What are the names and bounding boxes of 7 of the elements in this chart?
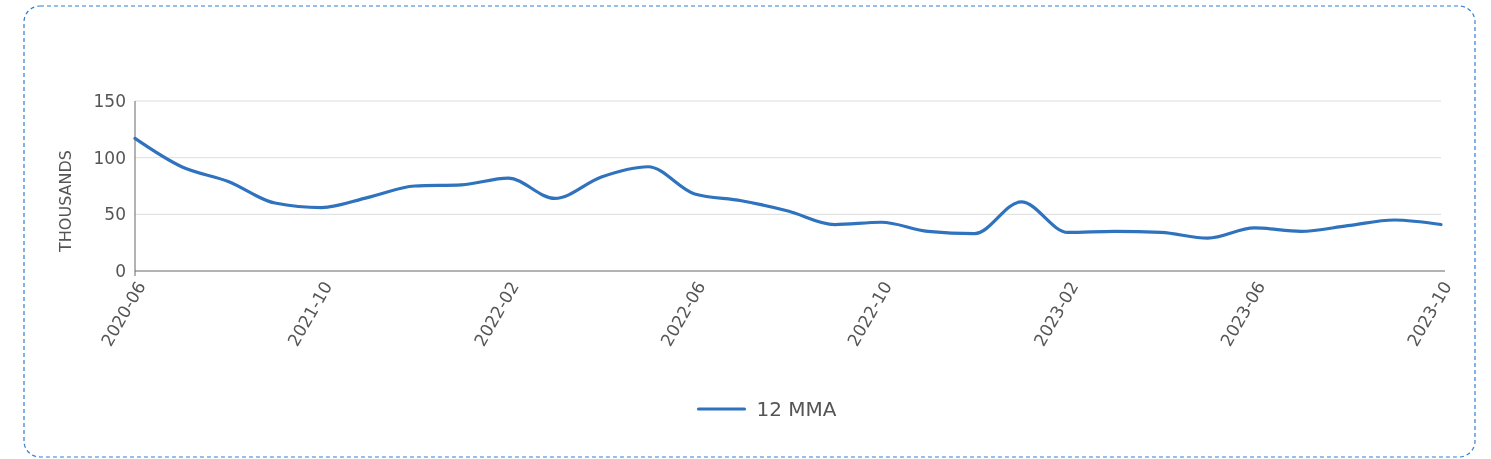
y-axis-title: THOUSANDS [55, 150, 75, 253]
y-tick-label: 0 [115, 260, 126, 281]
y-tick-label: 150 [93, 90, 126, 111]
y-tick-label: 50 [104, 204, 126, 225]
line-series [133, 136, 1443, 240]
y-tick-label: 100 [93, 147, 126, 168]
legend-label: 12 MMA [756, 397, 837, 421]
